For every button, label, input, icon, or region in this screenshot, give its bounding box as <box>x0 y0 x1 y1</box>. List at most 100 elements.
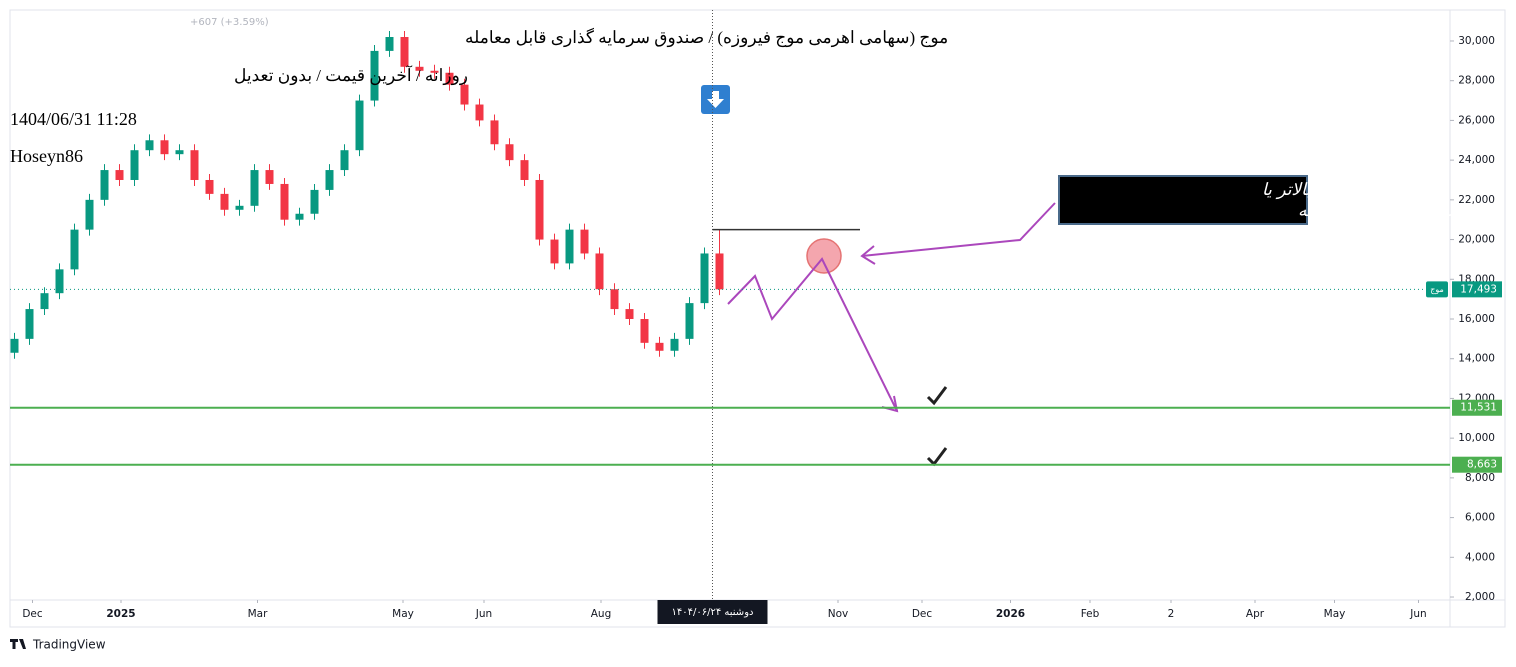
candle-body <box>190 150 199 180</box>
candle-body <box>520 160 529 180</box>
candle-body <box>535 179 544 240</box>
current-price-label: 17,493 <box>1460 283 1497 295</box>
x-tick-label: Jun <box>1409 608 1426 620</box>
candle-body <box>625 309 634 320</box>
y-tick-label: 8,000 <box>1465 472 1495 484</box>
projection-arrowhead <box>881 395 899 413</box>
annotation-line: پایین تر از سقف قبلی باشه <box>1298 201 1492 221</box>
candle-body <box>610 289 619 310</box>
candle-body <box>310 189 319 214</box>
candle-body <box>370 50 379 101</box>
x-tick-label: 2 <box>1168 608 1175 620</box>
current-price-label-box <box>1452 281 1502 298</box>
x-tick-label: Dec <box>22 608 43 620</box>
x-tick-label: 2025 <box>106 608 135 620</box>
candle-body <box>265 170 274 184</box>
y-tick-label: 6,000 <box>1465 512 1495 524</box>
chart-title: موج (سهامی اهرمی موج فیروزه) / صندوق سرم… <box>465 27 948 48</box>
candle-body <box>160 140 169 155</box>
y-tick-label: 26,000 <box>1458 114 1495 126</box>
candle-body <box>295 213 304 220</box>
level-label-box <box>1452 456 1502 473</box>
candle-body <box>25 309 34 339</box>
candle-body <box>220 193 229 210</box>
candle-body <box>250 170 259 206</box>
y-tick-label: 16,000 <box>1458 313 1495 325</box>
candle-body <box>400 37 409 67</box>
candle-body <box>415 66 424 71</box>
candle-body <box>10 338 19 353</box>
highlight-circle <box>806 238 842 274</box>
candle-body <box>85 199 94 230</box>
y-tick-label: 22,000 <box>1458 194 1495 206</box>
x-tick-label: Jun <box>475 608 492 620</box>
candle-body <box>205 179 214 194</box>
brand-logo <box>10 639 26 649</box>
callout-arrow <box>861 202 1056 257</box>
x-tick-label: 2026 <box>996 608 1025 620</box>
candle-body <box>445 72 454 85</box>
annotation-box <box>1058 175 1308 225</box>
candle-body <box>385 37 394 51</box>
candle-body <box>130 150 139 180</box>
x-tick-label: Apr <box>1246 608 1265 620</box>
current-price-tag: موج <box>1430 285 1444 294</box>
candle-body <box>235 205 244 210</box>
x-tick-label: May <box>392 608 414 620</box>
candle-body <box>115 170 124 180</box>
candle-body <box>460 84 469 105</box>
y-tick-label: 4,000 <box>1465 551 1495 563</box>
plot <box>10 31 724 359</box>
crosshair-label: دوشنبه ۱۴۰۴/۰۶/۲۴ <box>672 607 754 618</box>
checkmark <box>926 447 948 467</box>
candle-body <box>475 104 484 121</box>
candle-body <box>670 338 679 351</box>
candle-body <box>355 100 364 151</box>
candle-body <box>580 229 589 254</box>
candle-body <box>280 183 289 220</box>
candle-body <box>175 150 184 155</box>
candle-body <box>490 120 499 145</box>
chart-subtitle: روزانه / آخرین قیمت / بدون تعدیل <box>234 64 468 86</box>
level-label-box <box>1452 399 1502 416</box>
x-tick-label: May <box>1324 608 1346 620</box>
candle-body <box>640 319 649 343</box>
author: Hoseyn86 <box>10 146 83 166</box>
x-tick-label: Nov <box>828 608 849 620</box>
candle-body <box>100 170 109 200</box>
current-price-tag-box <box>1426 281 1448 298</box>
projection-path <box>727 257 898 412</box>
y-tick-label: 24,000 <box>1458 154 1495 166</box>
y-tick-label: 2,000 <box>1465 591 1495 603</box>
candle-body <box>430 70 439 73</box>
y-tick-label: 14,000 <box>1458 353 1495 365</box>
x-tick-label: Feb <box>1081 608 1100 620</box>
x-tick-label: Dec <box>912 608 933 620</box>
candle-body <box>55 269 64 294</box>
candle-body <box>565 229 574 264</box>
candle-body <box>325 170 334 190</box>
y-tick-label: 10,000 <box>1458 432 1495 444</box>
candle-body <box>655 342 664 351</box>
y-tick-label: 30,000 <box>1458 35 1495 47</box>
level-label: 8,663 <box>1467 459 1497 471</box>
candle-body <box>715 253 724 290</box>
y-tick-label: 20,000 <box>1458 234 1495 246</box>
candle-body <box>145 140 154 151</box>
x-tick-label: Aug <box>591 608 612 620</box>
down-arrow-glyph <box>707 91 724 108</box>
annotation-line: این سقف میتونه بالاتر یا <box>1262 180 1434 200</box>
candle-body <box>685 303 694 339</box>
candle-body <box>700 253 709 304</box>
timestamp: 1404/06/31 11:28 <box>10 109 137 129</box>
brand: TradingView <box>32 638 106 652</box>
checkmark <box>926 386 948 406</box>
candle-body <box>550 239 559 264</box>
callout-arrowhead <box>860 245 876 265</box>
frame <box>9 9 1506 628</box>
candle-body <box>70 229 79 270</box>
level-label: 11,531 <box>1460 402 1497 414</box>
candle-body <box>40 293 49 310</box>
candle-body <box>595 253 604 290</box>
